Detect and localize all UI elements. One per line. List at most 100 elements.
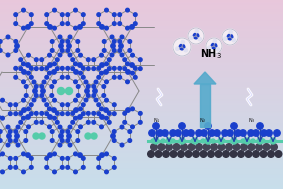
Circle shape — [203, 144, 210, 150]
Bar — [0, 59, 283, 60]
Circle shape — [59, 134, 63, 138]
Bar — [0, 138, 283, 139]
Circle shape — [8, 139, 12, 142]
Bar — [0, 119, 283, 120]
Circle shape — [161, 139, 165, 143]
Circle shape — [33, 89, 37, 93]
Circle shape — [120, 35, 124, 39]
Circle shape — [102, 49, 106, 52]
Circle shape — [0, 139, 2, 142]
Circle shape — [131, 53, 134, 57]
Circle shape — [29, 103, 33, 106]
Circle shape — [22, 62, 25, 66]
Circle shape — [105, 170, 108, 174]
Circle shape — [181, 40, 185, 44]
Circle shape — [74, 152, 77, 156]
Circle shape — [100, 125, 103, 129]
Bar — [0, 110, 283, 111]
Bar — [0, 53, 283, 54]
Bar — [0, 14, 283, 15]
Circle shape — [79, 125, 82, 129]
Circle shape — [153, 123, 159, 129]
Bar — [0, 36, 283, 37]
Circle shape — [29, 67, 33, 70]
Circle shape — [215, 151, 222, 157]
Circle shape — [102, 85, 106, 88]
Circle shape — [134, 13, 137, 16]
Bar — [0, 91, 283, 92]
Circle shape — [270, 138, 276, 144]
Circle shape — [108, 58, 111, 61]
Circle shape — [256, 144, 262, 150]
Circle shape — [123, 121, 127, 124]
Circle shape — [24, 139, 28, 142]
Circle shape — [188, 130, 194, 136]
Bar — [0, 102, 283, 103]
Circle shape — [193, 151, 199, 157]
Circle shape — [192, 138, 198, 144]
Circle shape — [29, 112, 33, 115]
Circle shape — [134, 22, 137, 25]
Bar — [0, 181, 283, 182]
Circle shape — [55, 121, 59, 124]
Circle shape — [82, 67, 85, 70]
Circle shape — [59, 44, 63, 48]
Circle shape — [128, 40, 132, 43]
Bar — [0, 113, 283, 114]
Circle shape — [92, 94, 96, 97]
Bar — [0, 25, 283, 26]
Bar — [0, 167, 283, 168]
Bar — [0, 131, 283, 132]
Circle shape — [209, 130, 215, 136]
Circle shape — [97, 22, 100, 25]
Circle shape — [76, 85, 80, 88]
Circle shape — [112, 130, 116, 133]
Circle shape — [82, 103, 85, 106]
Circle shape — [105, 98, 108, 102]
Bar — [0, 114, 283, 115]
Circle shape — [60, 130, 64, 133]
Bar — [0, 41, 283, 42]
Circle shape — [14, 67, 18, 70]
Circle shape — [191, 139, 195, 143]
Bar — [0, 45, 283, 46]
Circle shape — [53, 26, 56, 30]
Circle shape — [82, 112, 85, 115]
Circle shape — [224, 37, 227, 40]
Bar — [0, 149, 283, 150]
Circle shape — [179, 123, 185, 129]
Circle shape — [211, 139, 215, 143]
Bar — [0, 169, 283, 170]
Bar — [0, 152, 283, 153]
Bar — [0, 27, 283, 28]
Bar — [0, 186, 283, 187]
Circle shape — [50, 130, 54, 133]
Circle shape — [8, 156, 12, 160]
Circle shape — [260, 151, 267, 157]
Circle shape — [113, 22, 116, 25]
Bar — [0, 122, 283, 123]
Circle shape — [227, 130, 233, 136]
Circle shape — [48, 115, 52, 119]
Circle shape — [111, 44, 115, 48]
Circle shape — [181, 144, 187, 150]
Circle shape — [105, 26, 108, 30]
Circle shape — [110, 35, 114, 39]
Bar — [0, 157, 283, 158]
Bar — [0, 166, 283, 167]
Circle shape — [27, 71, 30, 75]
Circle shape — [131, 125, 134, 129]
Circle shape — [74, 8, 77, 12]
Circle shape — [6, 143, 10, 147]
Circle shape — [40, 67, 44, 70]
Bar — [0, 72, 283, 73]
Bar — [0, 82, 283, 83]
Circle shape — [74, 70, 78, 74]
Circle shape — [58, 143, 62, 147]
Circle shape — [113, 166, 116, 169]
Circle shape — [78, 153, 82, 157]
Circle shape — [22, 26, 25, 30]
Bar — [0, 173, 283, 174]
Circle shape — [53, 170, 56, 174]
Circle shape — [61, 76, 64, 79]
